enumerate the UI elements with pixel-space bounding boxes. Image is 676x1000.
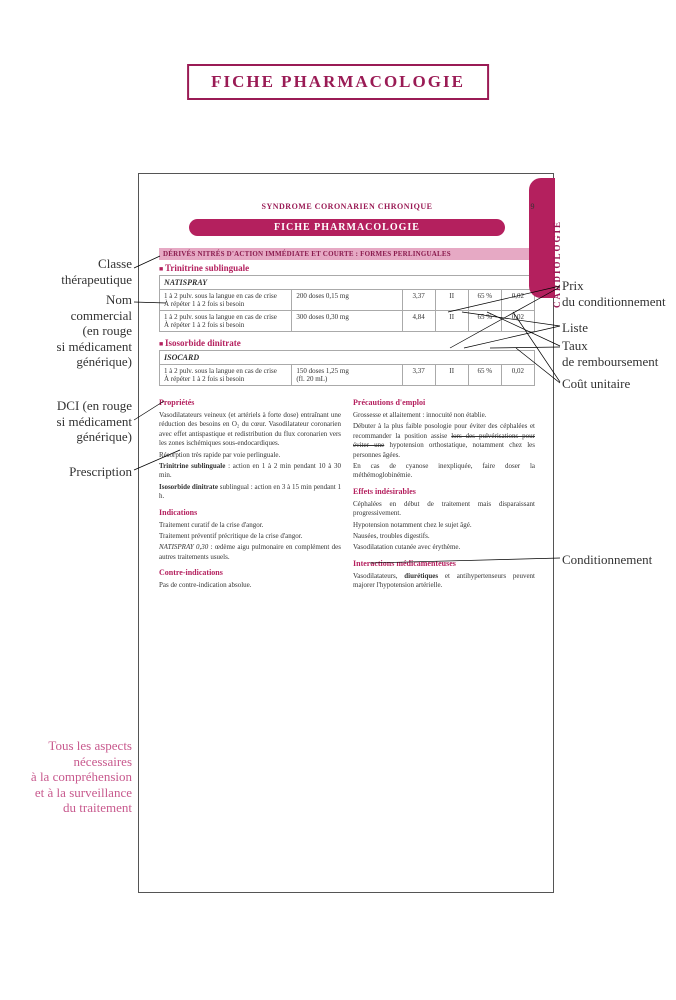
drug-list: Trinitrine sublingualeNATISPRAY1 à 2 pul… [159,263,535,386]
table-row: 1 à 2 pulv. sous la langue en cas de cri… [160,365,535,386]
list-cell: II [435,365,468,386]
annotation-dci: DCI (en rougesi médicamentgénérique) [0,398,132,445]
packaging-cell: 300 doses 0,30 mg [292,311,402,332]
unit-cost-cell: 0,02 [501,311,534,332]
page-frame: CARDIOLOGIE SYNDROME CORONARIEN CHRONIQU… [138,173,554,893]
annotation-aspects: Tous les aspectsnécessairesà la compréhe… [0,738,132,816]
section-paragraph: Pas de contre-indication absolue. [159,581,341,590]
reimbursement-cell: 65 % [468,311,501,332]
page-main-title: FICHE PHARMACOLOGIE [187,64,489,100]
brand-name: ISOCARD [160,351,535,365]
annotation-presc: Prescription [0,464,132,480]
annotation-nom: Nomcommercial(en rougesi médicamentgénér… [0,292,132,370]
section-paragraph: Débuter à la plus faible posologie pour … [353,422,535,460]
section-heading: Indications [159,508,341,519]
running-header-text: SYNDROME CORONARIEN CHRONIQUE [262,202,433,211]
section-paragraph: Hypotension notamment chez le sujet âgé. [353,521,535,530]
side-tab-label: CARDIOLOGIE [552,220,562,308]
reimbursement-cell: 65 % [468,290,501,311]
section-heading: Effets indésirables [353,487,535,498]
dci-label: Isosorbide dinitrate [159,338,535,348]
annotation-cond: Conditionnement [562,552,676,568]
section-paragraph: NATISPRAY 0,30 : œdème aigu pulmonaire e… [159,543,341,562]
section-paragraph: Vasodilatateurs veineux (et artériels à … [159,411,341,449]
section-paragraph: En cas de cyanose inexpliquée, faire dos… [353,462,535,481]
prescription-cell: 1 à 2 pulv. sous la langue en cas de cri… [160,311,292,332]
section-heading: Propriétés [159,398,341,409]
annotation-classe: Classethérapeutique [0,256,132,287]
section-paragraph: Nausées, troubles digestifs. [353,532,535,541]
drug-class-header: DÉRIVÉS NITRÉS D'ACTION IMMÉDIATE ET COU… [159,248,535,260]
table-row: 1 à 2 pulv. sous la langue en cas de cri… [160,311,535,332]
annotation-prix: Prixdu conditionnement [562,278,676,309]
section-paragraph: Trinitrine sublinguale : action en 1 à 2… [159,462,341,481]
reimbursement-cell: 65 % [468,365,501,386]
text-columns: Propriétés Vasodilatateurs veineux (et ar… [159,392,535,593]
section-heading: Contre-indications [159,568,341,579]
unit-cost-cell: 0,02 [501,365,534,386]
list-cell: II [435,311,468,332]
fiche-banner: FICHE PHARMACOLOGIE [189,219,505,236]
section-heading: Précautions d'emploi [353,398,535,409]
unit-cost-cell: 0,02 [501,290,534,311]
section-paragraph: Vasodilatateurs, diurétiques et antihype… [353,572,535,591]
packaging-cell: 200 doses 0,15 mg [292,290,402,311]
page-number: 9 [531,202,536,211]
section-paragraph: Grossesse et allaitement : innocuité non… [353,411,535,420]
drug-table: NATISPRAY1 à 2 pulv. sous la langue en c… [159,275,535,332]
section-paragraph: Traitement curatif de la crise d'angor. [159,521,341,530]
list-cell: II [435,290,468,311]
table-row: 1 à 2 pulv. sous la langue en cas de cri… [160,290,535,311]
packaging-cell: 150 doses 1,25 mg(fl. 20 mL) [292,365,402,386]
prescription-cell: 1 à 2 pulv. sous la langue en cas de cri… [160,365,292,386]
column-left: Propriétés Vasodilatateurs veineux (et ar… [159,392,341,593]
drug-table: ISOCARD1 à 2 pulv. sous la langue en cas… [159,350,535,386]
column-right: Précautions d'emploi Grossesse et allaite… [353,392,535,593]
section-paragraph: Vasodilatation cutanée avec érythème. [353,543,535,552]
section-paragraph: Isosorbide dinitrate sublingual : action… [159,483,341,502]
section-heading: Interactions médicamenteuses [353,559,535,570]
annotation-cout: Coût unitaire [562,376,676,392]
prescription-cell: 1 à 2 pulv. sous la langue en cas de cri… [160,290,292,311]
running-header: SYNDROME CORONARIEN CHRONIQUE 9 [159,202,535,211]
section-paragraph: Traitement préventif précritique de la c… [159,532,341,541]
section-paragraph: Résorption très rapide par voie perlingu… [159,451,341,460]
dci-label: Trinitrine sublinguale [159,263,535,273]
price-cell: 4,84 [402,311,435,332]
annotation-liste: Liste [562,320,676,336]
brand-name: NATISPRAY [160,276,535,290]
price-cell: 3,37 [402,365,435,386]
section-paragraph: Céphalées en début de traitement mais di… [353,500,535,519]
annotation-taux: Tauxde remboursement [562,338,676,369]
price-cell: 3,37 [402,290,435,311]
